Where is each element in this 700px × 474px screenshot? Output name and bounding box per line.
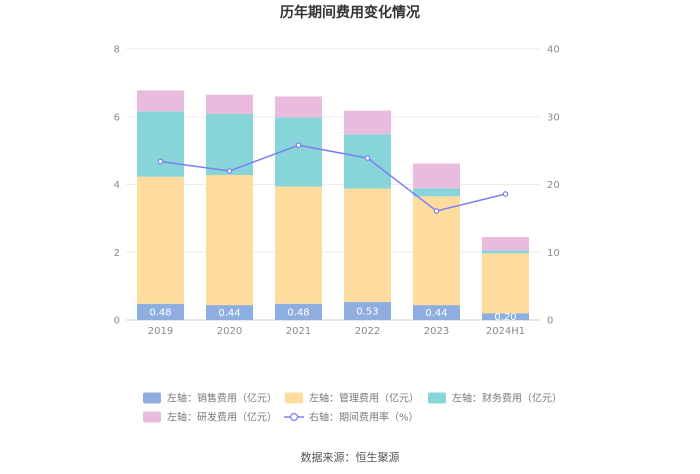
source-note: 数据来源：恒生聚源	[301, 450, 400, 464]
bar-segment	[206, 94, 253, 115]
x-tick-label: 2022	[355, 326, 380, 337]
rate-point	[295, 142, 302, 149]
y-right-axis: 0 10 20 30 40	[547, 45, 560, 327]
y-right-tick-label: 20	[547, 180, 560, 191]
legend-label: 左轴：研发费用（亿元）	[167, 411, 277, 424]
bar-segment	[482, 250, 529, 254]
bars	[137, 90, 529, 320]
bar-segment	[344, 188, 391, 303]
bar-segment	[275, 96, 322, 118]
bar-data-label: 0.53	[356, 307, 378, 318]
legend-item[interactable]: 左轴：研发费用（亿元）	[143, 411, 277, 424]
legend-swatch	[143, 392, 161, 404]
y-left-tick-label: 6	[114, 112, 120, 123]
bar-segment	[206, 305, 253, 320]
legend-item[interactable]: 左轴：财务费用（亿元）	[428, 392, 562, 405]
rate-line	[160, 144, 506, 212]
data-labels: 0.48 0.44 0.48 0.53 0.44 0.20	[149, 307, 516, 324]
bar-segment	[482, 253, 529, 314]
bar-data-label: 0.44	[425, 308, 447, 319]
bar-segment	[137, 303, 184, 320]
y-right-tick-label: 30	[547, 112, 560, 123]
y-right-tick-label: 10	[547, 248, 560, 259]
bar-segment	[137, 176, 184, 304]
bar-segment	[413, 163, 460, 189]
y-left-tick-label: 0	[114, 316, 120, 327]
bar-data-label: 0.48	[149, 307, 171, 318]
bar-segment	[206, 114, 253, 176]
chart-title: 历年期间费用变化情况	[280, 4, 420, 21]
y-left-axis: 0 2 4 6 8	[114, 45, 120, 327]
legend-item[interactable]: 左轴：管理费用（亿元）	[285, 392, 419, 405]
rate-point	[502, 191, 509, 197]
rate-point	[433, 208, 440, 214]
rate-point	[364, 155, 371, 161]
y-right-tick-label: 40	[547, 45, 560, 56]
grid	[126, 48, 540, 321]
bar-segment	[344, 302, 391, 320]
legend-item[interactable]: 左轴：销售费用（亿元）	[143, 392, 277, 405]
legend-item[interactable]: 右轴：期间费用率（%）	[284, 411, 419, 424]
bar-data-label: 0.20	[494, 312, 516, 323]
x-tick-label: 2020	[217, 326, 242, 337]
bar-segment	[137, 111, 184, 177]
y-right-tick-label: 0	[547, 316, 553, 327]
bar-segment	[275, 186, 322, 304]
bar-segment	[482, 313, 529, 320]
legend-label: 左轴：销售费用（亿元）	[167, 392, 277, 405]
bar-segment	[206, 175, 253, 306]
bar-segment	[275, 303, 322, 320]
bar-segment	[275, 117, 322, 187]
legend-label: 左轴：管理费用（亿元）	[309, 392, 419, 405]
legend-line-marker	[289, 412, 299, 422]
bar-data-label: 0.48	[287, 307, 309, 318]
legend-label: 左轴：财务费用（亿元）	[452, 392, 562, 405]
x-tick-label: 2024H1	[486, 326, 525, 337]
rate-point	[226, 168, 233, 174]
y-left-tick-label: 2	[114, 248, 120, 259]
rate-line-layer	[157, 142, 509, 214]
bar-segment	[413, 196, 460, 306]
bar-segment	[413, 305, 460, 320]
bar-segment	[344, 134, 391, 189]
legend: 左轴：销售费用（亿元） 左轴：管理费用（亿元） 左轴：财务费用（亿元） 左轴：研发费用…	[143, 392, 562, 424]
legend-swatch	[285, 392, 303, 404]
bar-data-label: 0.44	[218, 308, 240, 319]
legend-swatch	[143, 411, 161, 423]
bar-segment	[482, 237, 529, 251]
x-tick-label: 2023	[424, 326, 449, 337]
bar-segment	[137, 90, 184, 112]
y-left-tick-label: 4	[114, 180, 120, 191]
legend-label: 右轴：期间费用率（%）	[309, 411, 419, 424]
x-axis: 2019 2020 2021 2022 2023 2024H1	[148, 326, 525, 337]
bar-segment	[413, 188, 460, 197]
y-left-tick-label: 8	[114, 45, 120, 56]
legend-swatch	[428, 392, 446, 404]
x-tick-label: 2019	[148, 326, 173, 337]
rate-point	[157, 158, 164, 165]
bar-segment	[344, 110, 391, 135]
x-tick-label: 2021	[286, 326, 311, 337]
